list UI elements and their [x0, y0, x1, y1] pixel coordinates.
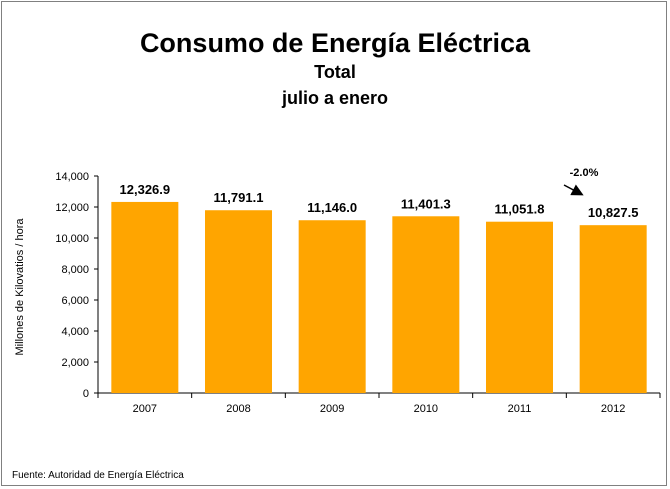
- chart-title: Consumo de Energía Eléctrica: [139, 28, 531, 58]
- y-tick-label: 12,000: [55, 202, 89, 214]
- chart-subtitle-period: julio a enero: [281, 88, 389, 108]
- data-label-2008: 11,791.1: [214, 190, 264, 205]
- bar-2007: [111, 201, 179, 393]
- data-label-2009: 11,146.0: [307, 200, 357, 215]
- y-tick-label: 4,000: [61, 326, 89, 338]
- bar-2009: [298, 220, 366, 393]
- y-tick-label: 8,000: [61, 264, 89, 276]
- data-label-2010: 11,401.3: [401, 196, 451, 211]
- x-tick-label-2011: 2011: [508, 403, 532, 415]
- y-tick-label: 10,000: [55, 233, 89, 245]
- data-label-2011: 11,051.8: [495, 202, 545, 217]
- change-annotation: -2.0%: [570, 167, 599, 179]
- x-tick-label-2008: 2008: [226, 403, 250, 415]
- x-tick-label-2007: 2007: [133, 403, 157, 415]
- x-tick-label-2010: 2010: [414, 403, 438, 415]
- annotation-arrow: [563, 184, 584, 196]
- source-note: Fuente: Autoridad de Energía Eléctrica: [12, 470, 184, 481]
- y-tick-label: 2,000: [61, 357, 89, 369]
- y-axis-label: Millones de Kilovatios / hora: [14, 218, 26, 356]
- data-label-2012: 10,827.5: [588, 205, 639, 220]
- y-tick-label: 6,000: [61, 295, 89, 307]
- y-tick-label: 0: [83, 388, 89, 400]
- bar-2008: [205, 210, 272, 393]
- bar-2010: [392, 216, 460, 393]
- x-tick-label-2009: 2009: [320, 403, 344, 415]
- y-tick-label: 14,000: [55, 171, 89, 183]
- bar-2011: [486, 221, 553, 393]
- chart-subtitle-total: Total: [314, 62, 356, 82]
- x-tick-label-2012: 2012: [601, 403, 625, 415]
- bar-2012: [579, 225, 647, 393]
- data-label-2007: 12,326.9: [120, 182, 171, 197]
